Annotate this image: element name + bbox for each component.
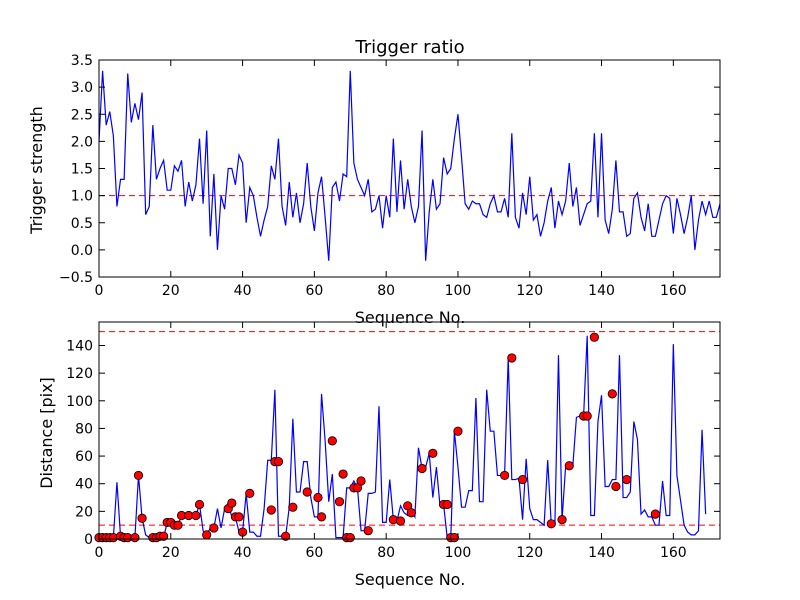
y-axis-label: Distance [pix] [37,377,56,489]
plot-area: 0 20 40 60 80 100 120 140 160 −0.5 0.0 0.5 1.0 1.5 2.0… [59,53,721,299]
data-point-marker [194,499,205,510]
x-tick-label: 0 [95,283,104,299]
y-tick-label: 20 [75,504,93,520]
data-point-marker [428,448,438,458]
plot-content [99,70,720,261]
x-tick-label: 60 [305,283,323,299]
data-point-marker [281,531,291,541]
data-point-marker [227,498,237,508]
data-point-marker [334,497,345,507]
x-tick-label: 20 [162,545,180,561]
data-point-marker [417,463,427,474]
x-axis-label: Sequence No. [355,308,466,327]
y-tick-label: 120 [66,366,93,382]
y-tick-label: 40 [75,477,93,493]
data-point-marker [500,470,510,481]
y-axis-label: Trigger strength [27,106,46,235]
chart-title: Trigger ratio [354,37,464,58]
data-point-marker [288,502,298,512]
data-point-marker [266,505,276,515]
data-point-marker [137,513,147,523]
data-point-marker [611,481,621,492]
x-tick-label: 60 [305,545,323,561]
x-tick-label: 80 [377,545,395,561]
x-tick-label: 160 [660,545,687,561]
y-tick-label: 0 [84,532,93,548]
distance-chart: 0 20 40 60 80 100 120 140 160020406080100120140 … [37,321,721,589]
data-point-marker [517,474,528,485]
x-tick-label: 40 [234,283,252,299]
y-tick-label: 140 [66,338,93,354]
data-point-marker [589,332,599,342]
data-point-marker [395,516,406,526]
trigger-ratio-chart: Trigger ratio 0 20 40 60 80 100 120 140 160−0.50… [27,37,721,327]
data-point-marker [173,520,183,530]
data-point-marker [313,492,323,503]
y-tick-label: 2.5 [71,107,93,123]
x-tick-label: 120 [516,545,543,561]
data-point-marker [159,531,169,541]
data-point-marker [338,469,348,479]
y-tick-label: 3.0 [71,80,93,96]
y-tick-label: 1.5 [71,162,93,178]
y-tick-label: 2.0 [71,134,93,150]
data-point-marker [557,515,567,525]
data-point-marker [564,461,574,471]
y-tick-label: 0.0 [71,243,93,259]
data-point-marker [345,533,355,543]
y-tick-label: 3.5 [71,53,93,69]
data-point-marker [449,533,459,543]
x-tick-label: 160 [660,283,687,299]
y-tick-label: 80 [75,421,93,437]
data-point-marker [363,526,373,536]
y-tick-label: 1.0 [71,189,93,205]
x-tick-label: 140 [588,283,615,299]
data-point-marker [130,533,140,543]
data-point-marker [507,353,517,363]
data-point-marker [133,470,144,481]
x-tick-label: 80 [377,283,395,299]
x-tick-label: 100 [445,545,472,561]
data-point-marker [273,456,284,467]
data-point-marker [234,512,244,522]
data-point-marker [442,499,452,510]
series-line [99,70,720,261]
data-point-marker [209,523,219,533]
y-tick-label: 100 [66,394,93,410]
y-tick-label: 60 [75,449,93,465]
data-point-marker [607,389,617,399]
data-point-marker [191,510,201,521]
data-point-marker [582,411,592,421]
x-tick-label: 140 [588,545,615,561]
plot-area: 0 20 40 60 80 100 120 140 160 0 20 40 60 80 100 120 140 [66,321,721,561]
data-point-marker [302,487,312,497]
data-point-marker [546,519,556,529]
data-point-marker [245,488,255,498]
y-tick-label: −0.5 [59,270,93,286]
data-point-marker [622,474,632,485]
x-tick-label: 20 [162,283,180,299]
x-tick-label: 0 [95,545,104,561]
x-tick-label: 100 [445,283,472,299]
data-point-marker [327,436,337,446]
data-point-marker [453,426,463,436]
data-point-marker [316,512,327,522]
data-point-marker [650,509,660,519]
y-tick-label: 0.5 [71,216,93,232]
data-point-marker [356,476,366,486]
data-point-marker [202,530,212,540]
x-tick-label: 40 [234,545,252,561]
axes-frame [98,321,721,540]
x-axis-label: Sequence No. [355,570,466,589]
x-tick-label: 120 [516,283,543,299]
data-point-marker [406,508,416,518]
